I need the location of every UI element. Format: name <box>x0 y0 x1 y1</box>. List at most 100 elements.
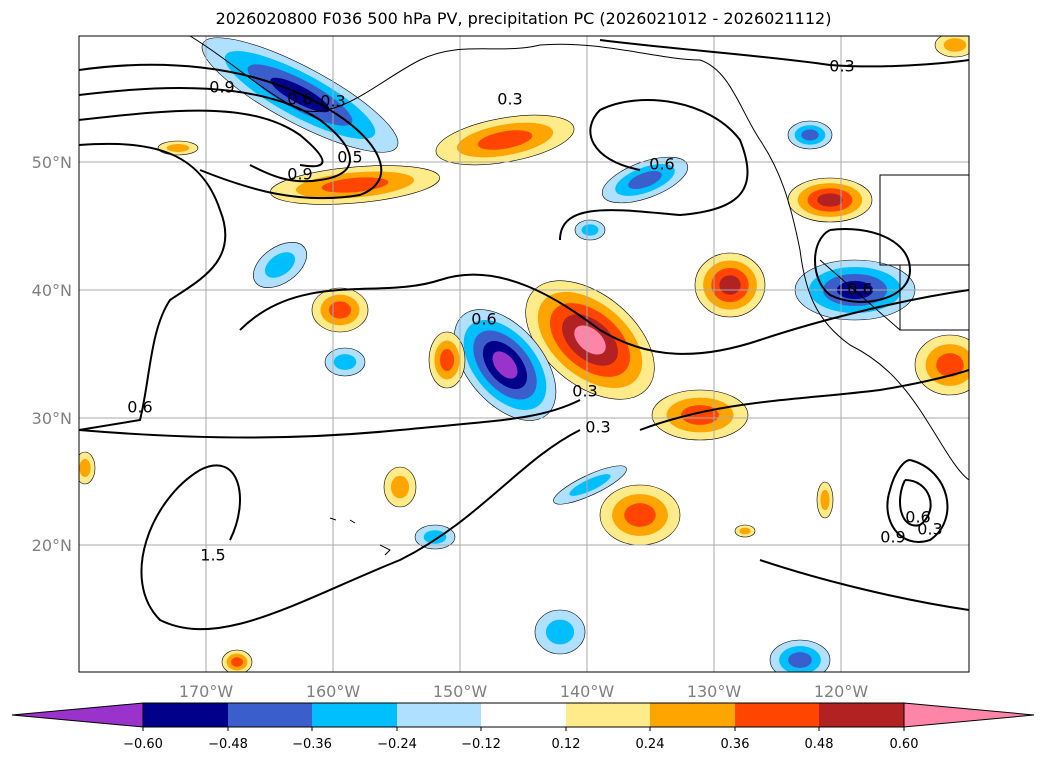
precip-fill-area <box>477 130 533 150</box>
pv-contour-line <box>886 459 949 543</box>
precip-fill-area <box>943 38 967 52</box>
colorbar-tick-label: 0.36 <box>721 737 750 752</box>
colorbar-extend-min <box>11 702 144 728</box>
colorbar-segment <box>228 703 312 727</box>
colorbar-tick-label: −0.48 <box>208 737 248 752</box>
coastline <box>819 259 901 331</box>
precip-fill-area <box>719 275 741 295</box>
gridlines <box>79 36 969 672</box>
longitude-label: 150°W <box>433 682 488 701</box>
pv-contour-line <box>79 109 324 168</box>
longitude-label: 160°W <box>306 682 361 701</box>
precip-fill-area <box>569 474 611 496</box>
precip-fill-area <box>739 527 751 535</box>
contour-label: 0.3 <box>917 520 942 539</box>
contour-label: 0.9 <box>287 165 312 184</box>
precip-fill-area <box>439 348 455 372</box>
precip-fill-area <box>333 354 357 370</box>
colorbar-tick-label: −0.12 <box>461 737 501 752</box>
pv-contour-line <box>599 39 969 68</box>
contour-label: 0.3 <box>829 57 854 76</box>
contour-label: 0.3 <box>585 418 610 437</box>
colorbar-extend-max <box>903 702 1035 728</box>
longitude-label: 120°W <box>814 682 869 701</box>
coastline <box>189 36 969 481</box>
pv-contour-line <box>559 99 749 241</box>
pv-contour-line <box>79 86 351 183</box>
contour-label: 1.5 <box>200 546 225 565</box>
precip-fill-area <box>581 224 599 236</box>
precip-fill-area <box>801 129 819 141</box>
pv-contour-line <box>79 399 581 439</box>
precip-fill-area <box>79 458 91 478</box>
contour-label: 0.3 <box>320 92 345 111</box>
colorbar-tick-label: 0.60 <box>890 737 919 752</box>
contour-label: 0.6 <box>471 310 496 329</box>
latitude-label: 20°N <box>32 536 72 555</box>
colorbar-tick-label: 0.24 <box>636 737 665 752</box>
coastline <box>329 517 391 556</box>
contour-label: 0.5 <box>337 148 362 167</box>
precip-fill-area <box>574 325 606 355</box>
colorbar-segment <box>397 703 481 727</box>
contour-label: 0.3 <box>497 90 522 109</box>
precip-fill-area <box>820 489 830 511</box>
coastline <box>879 174 969 266</box>
contour-label: 0.6 <box>649 155 674 174</box>
contour-label: 0.6 <box>127 398 152 417</box>
contour-label: 0.9 <box>880 528 905 547</box>
colorbar: −0.60 −0.48 −0.36 −0.24 −0.12 0.12 0.24 0.36 0.4… <box>11 702 1035 752</box>
contour-label: 0.3 <box>572 382 597 401</box>
precip-fill-area <box>166 144 190 152</box>
colorbar-segment <box>819 703 904 727</box>
colorbar-tick-label: −0.60 <box>123 737 163 752</box>
colorbar-segment <box>566 703 650 727</box>
pv-contours <box>79 39 969 631</box>
colorbar-tick-label: 0.12 <box>552 737 581 752</box>
contour-label: 0.6 <box>847 280 872 299</box>
colorbar-tick-label: 0.48 <box>805 737 834 752</box>
pv-contour-line <box>140 429 581 631</box>
precipitation-fill-layer <box>79 36 969 672</box>
latitude-label: 50°N <box>32 153 72 172</box>
colorbar-tick-label: −0.24 <box>377 737 417 752</box>
longitude-label: 140°W <box>560 682 615 701</box>
pv-contour-line <box>759 559 969 611</box>
longitude-label: 170°W <box>179 682 234 701</box>
precip-fill-area <box>936 353 964 377</box>
colorbar-tick-label: −0.36 <box>292 737 332 752</box>
map-frame <box>78 35 970 673</box>
longitude-label: 130°W <box>687 682 742 701</box>
colorbar-segment <box>735 703 819 727</box>
precip-fill-area <box>264 252 296 278</box>
colorbar-outline <box>142 702 905 728</box>
pv-contour-line <box>814 228 912 303</box>
contour-label: 0.9 <box>209 78 234 97</box>
pv-contour-line <box>79 142 227 431</box>
chart-title: 2026020800 F036 500 hPa PV, precipitatio… <box>215 9 832 28</box>
colorbar-segment <box>650 703 735 727</box>
colorbar-segment <box>481 703 566 727</box>
precip-fill-area <box>270 77 330 113</box>
pv-contour-line <box>639 369 969 431</box>
coastlines <box>189 36 969 556</box>
pv-contour-line <box>899 479 932 527</box>
precip-fill-area <box>423 530 447 544</box>
latitude-label: 30°N <box>32 409 72 428</box>
contour-labels: 0.90.6 0.3 0.30.30.60.60.60.90.30.30.61.50… <box>127 57 942 565</box>
precip-fill-area <box>545 619 575 645</box>
precip-fill-area <box>628 170 662 190</box>
contour-label: 0.6 <box>905 508 930 527</box>
colorbar-segment <box>143 703 228 727</box>
precip-fill-area <box>788 652 812 668</box>
precip-fill-area <box>328 301 352 319</box>
pv-contour-line <box>239 273 969 355</box>
colorbar-segment <box>312 703 397 727</box>
pv-contour-line <box>79 63 383 200</box>
precip-fill-area <box>624 503 656 527</box>
precip-fill-area <box>231 657 243 667</box>
precip-fill-area <box>390 475 410 499</box>
precip-fill-area <box>492 351 518 379</box>
contour-label: 0.6 <box>287 90 312 109</box>
